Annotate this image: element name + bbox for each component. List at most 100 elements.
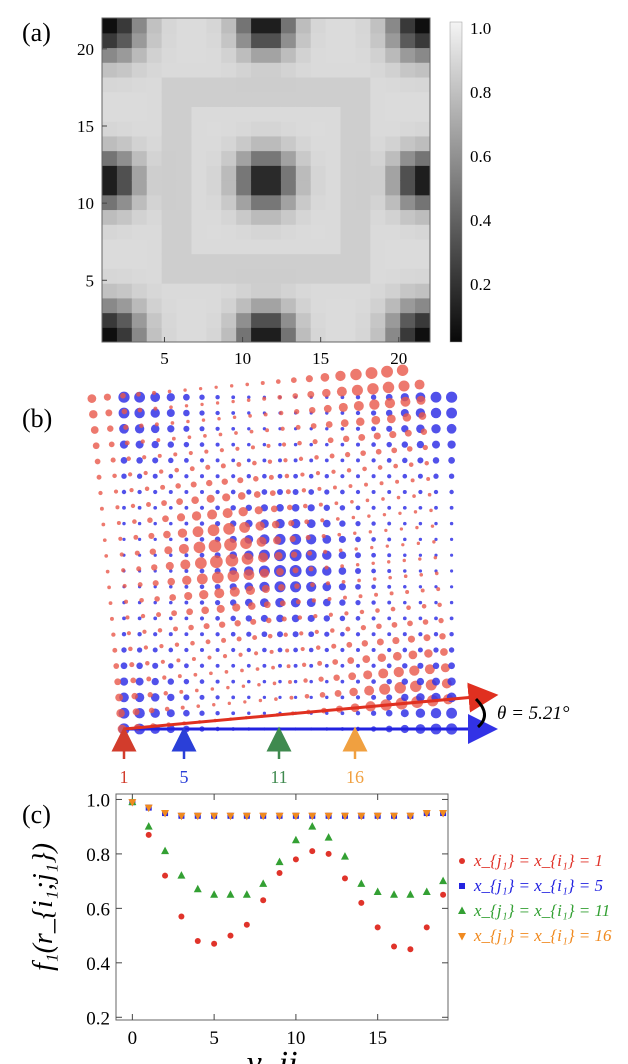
heatmap-cell	[146, 135, 163, 152]
lattice-point-red	[252, 635, 258, 641]
heatmap-cell	[325, 194, 342, 211]
lattice-point-red	[346, 468, 352, 473]
lattice-point-red	[194, 688, 199, 693]
lattice-point-red	[294, 583, 300, 589]
lattice-point-red	[263, 412, 268, 417]
lattice-point-blue	[153, 505, 158, 510]
lattice-point-blue	[293, 647, 298, 653]
heatmap-cell	[266, 312, 282, 328]
heatmap-cell	[102, 47, 118, 63]
data-point	[459, 858, 465, 864]
heatmap-cell	[340, 283, 357, 299]
heatmap-frame	[101, 17, 431, 343]
lattice-point-blue	[169, 569, 173, 573]
heatmap-cell	[116, 165, 133, 181]
lattice-point-blue	[136, 457, 143, 464]
lattice-point-red	[284, 473, 290, 479]
heatmap-cell	[206, 150, 222, 166]
heatmap-cell	[266, 253, 282, 269]
heatmap-cell	[206, 224, 222, 240]
lattice-point-blue	[339, 520, 346, 527]
heatmap-cell	[251, 121, 267, 137]
lattice-point-blue	[231, 695, 236, 700]
lattice-point-blue	[247, 442, 251, 447]
lattice-point-red	[358, 594, 363, 599]
lattice-point-red	[190, 640, 195, 646]
lattice-point-red	[190, 481, 197, 488]
lattice-point-red	[142, 455, 147, 460]
heatmap-cell	[251, 224, 267, 240]
lattice-point-red	[114, 678, 122, 686]
heatmap-cell	[385, 283, 401, 299]
heatmap-cell	[102, 238, 118, 255]
lattice-point-blue	[309, 458, 314, 463]
lattice-point-blue	[340, 663, 345, 668]
heatmap-cell	[102, 327, 118, 342]
lattice-point-red	[139, 597, 144, 603]
data-point	[340, 852, 349, 860]
heatmap-cell	[370, 297, 386, 314]
lattice-point-blue	[402, 632, 407, 637]
heatmap-cell	[146, 91, 163, 107]
lattice-point-red	[396, 364, 409, 376]
heatmap-cell	[415, 297, 430, 314]
lattice-point-blue	[214, 520, 221, 527]
lattice-point-blue	[184, 584, 189, 589]
lattice-point-red	[390, 606, 396, 612]
series-3	[128, 797, 448, 898]
lattice-point-blue	[184, 663, 189, 669]
lattice-point-red	[405, 589, 410, 594]
heatmap-cell	[131, 283, 148, 299]
lattice-point-blue	[183, 409, 190, 417]
heatmap-cell	[325, 76, 342, 93]
heatmap-cell	[102, 194, 118, 211]
lattice-point-red	[375, 448, 382, 455]
lattice-point-blue	[247, 411, 251, 415]
lattice-point-blue	[121, 473, 127, 479]
heatmap-cell	[146, 180, 163, 196]
plot-frame	[115, 793, 449, 1021]
lattice-point-red	[432, 540, 436, 544]
lattice-point-red	[323, 549, 328, 554]
lattice-point-red	[201, 606, 209, 615]
lattice-point-blue	[184, 569, 189, 573]
lattice-point-red	[440, 648, 448, 656]
heatmap-cell	[236, 47, 252, 63]
heatmap-cell	[251, 312, 267, 328]
heatmap-cell	[325, 121, 342, 137]
heatmap-cell	[400, 135, 416, 152]
heatmap-cell	[221, 297, 237, 314]
lattice-point-red	[178, 543, 189, 554]
heatmap-cell	[325, 268, 342, 284]
heatmap-cell	[161, 253, 178, 269]
lattice-point-blue	[324, 663, 329, 668]
heatmap-cell	[400, 238, 416, 255]
heatmap-cell	[310, 224, 327, 240]
lattice-point-blue	[246, 489, 252, 495]
heatmap-cell	[370, 224, 386, 240]
heatmap-cell	[221, 224, 237, 240]
lattice-point-blue	[340, 489, 345, 495]
heatmap-cell	[355, 91, 371, 107]
lattice-point-blue	[215, 505, 220, 511]
lattice-point-blue	[153, 632, 158, 637]
lattice-point-red	[125, 615, 130, 620]
heatmap-cell	[310, 62, 327, 78]
heatmap-cell	[340, 327, 357, 342]
lattice-point-blue	[430, 391, 442, 403]
lattice-point-blue	[278, 695, 282, 700]
heatmap-cell	[295, 62, 312, 78]
lattice-point-red	[206, 479, 213, 487]
lattice-point-red	[137, 582, 143, 587]
heatmap-cell	[370, 283, 386, 299]
lattice-point-blue	[371, 647, 376, 653]
data-point	[422, 810, 431, 818]
lattice-point-red	[92, 442, 100, 450]
heatmap-cell	[355, 62, 371, 78]
heatmap-cell	[355, 32, 371, 49]
data-point	[194, 938, 201, 945]
heatmap-cell	[415, 327, 430, 342]
data-point	[309, 848, 316, 855]
heatmap-cell	[340, 76, 357, 93]
heatmap-cell	[146, 224, 163, 240]
